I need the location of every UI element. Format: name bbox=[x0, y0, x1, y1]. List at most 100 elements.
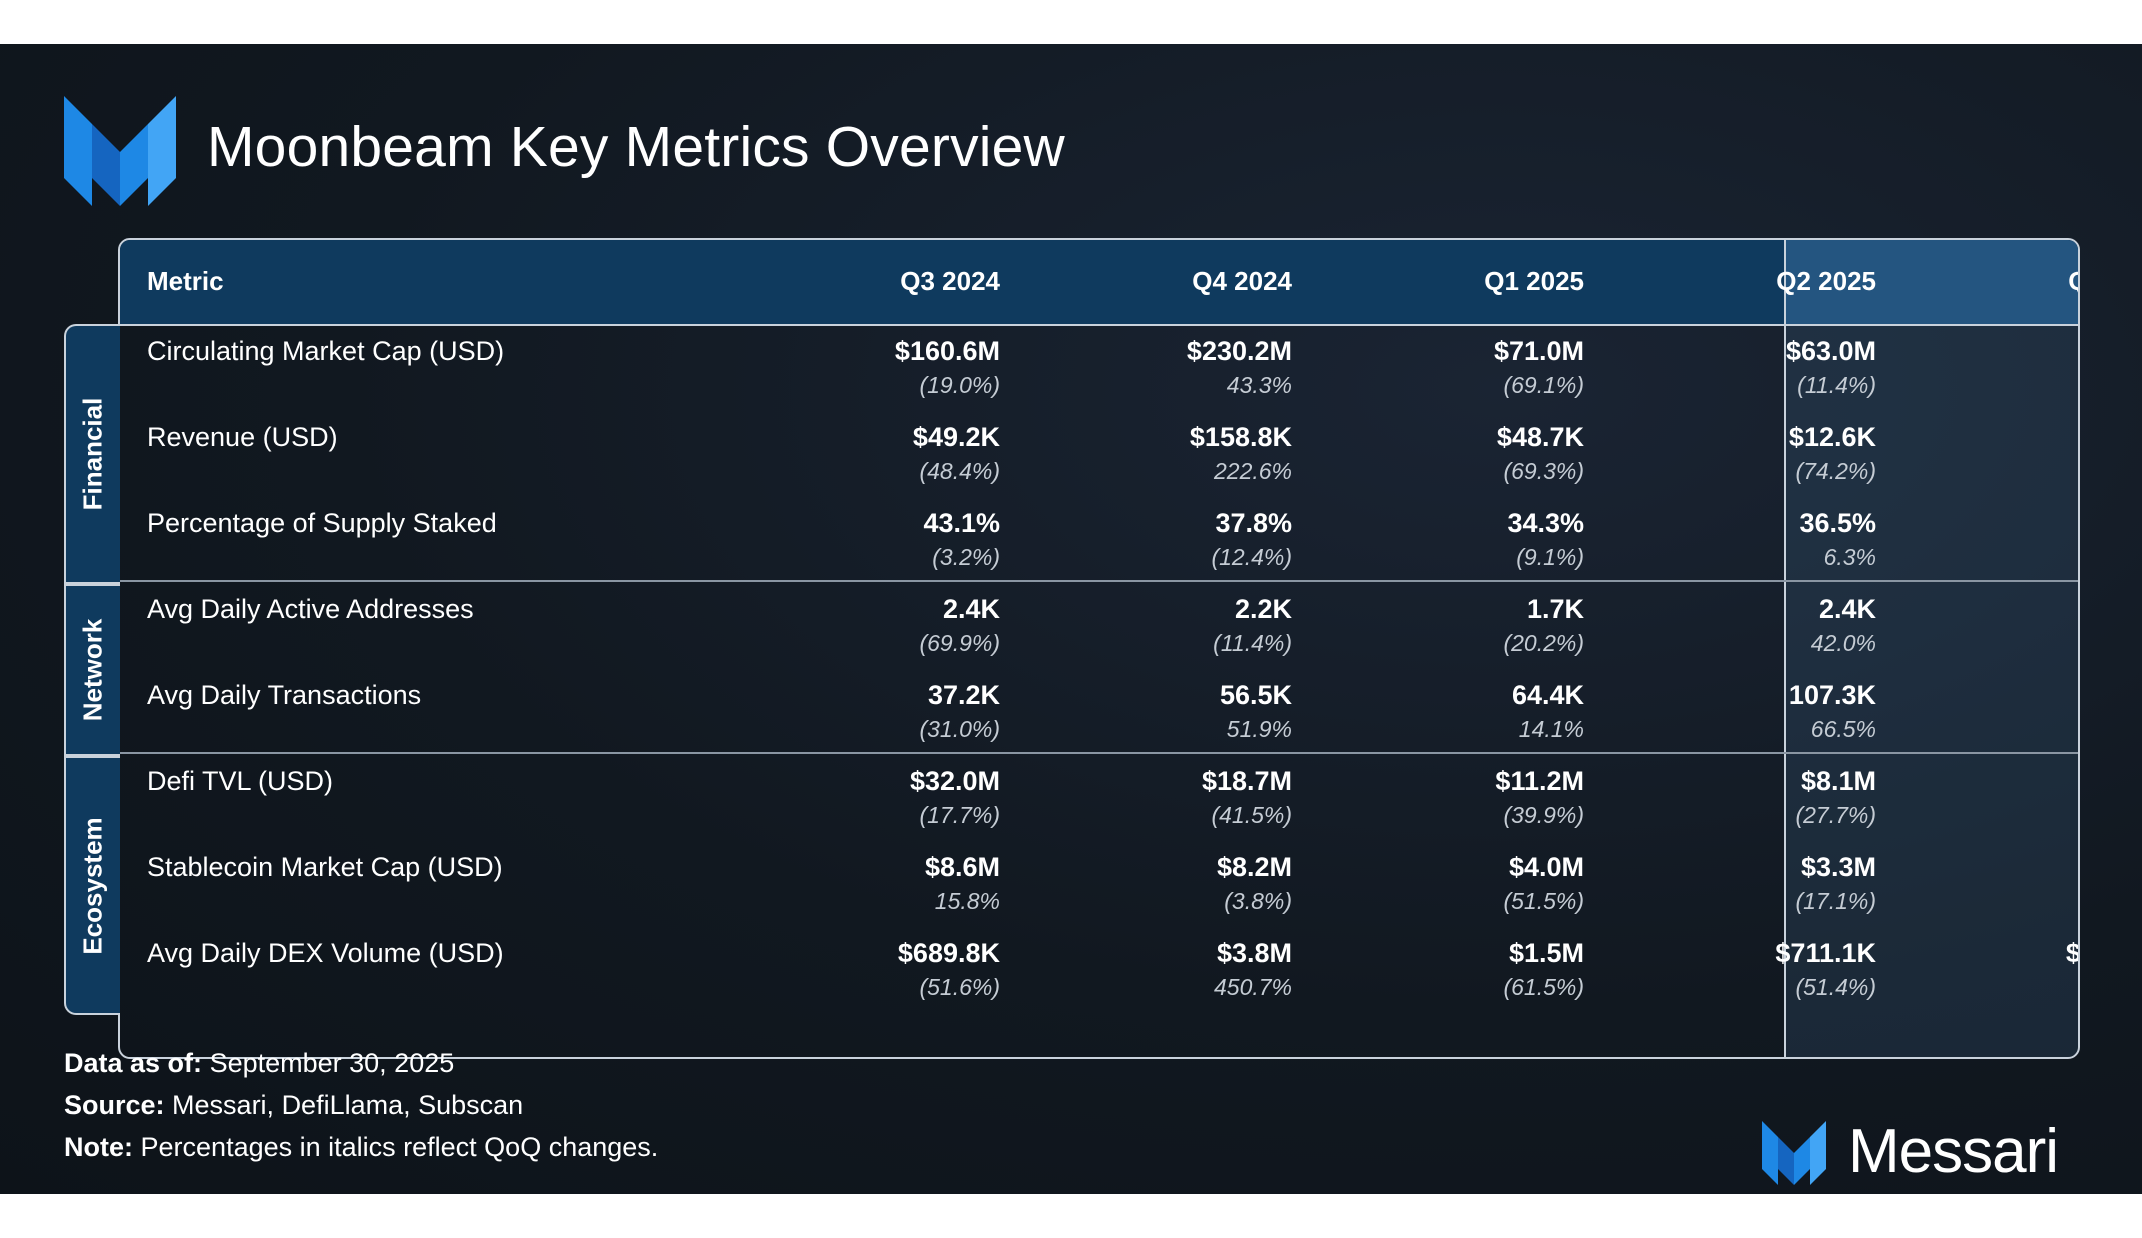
qoq-change: (51.4%) bbox=[1795, 974, 1876, 1000]
table-row: Defi TVL (USD) $32.0M (17.7%) $18.7M (41.5%)… bbox=[120, 756, 2078, 842]
qoq-change: (51.5%) bbox=[1503, 888, 1584, 914]
metric-value: $63.0M bbox=[1785, 336, 1876, 366]
metric-value: $711.1K bbox=[1775, 938, 1876, 968]
metric-value: $3.3M bbox=[1800, 852, 1876, 882]
metric-value: $230.2M bbox=[1186, 336, 1292, 366]
footer-value: September 30, 2025 bbox=[209, 1048, 455, 1078]
column-header-metric: Metric bbox=[147, 266, 224, 296]
footer-label: Note: bbox=[64, 1132, 133, 1162]
table-row: Avg Daily Transactions 37.2K (31.0%) 56.5K 5… bbox=[120, 670, 2078, 756]
column-divider bbox=[1784, 240, 1786, 1057]
qoq-change: (11.4%) bbox=[1797, 372, 1876, 398]
qoq-change: (31.0%) bbox=[919, 716, 1000, 742]
qoq-change: (27.7%) bbox=[1795, 802, 1876, 828]
highlight-column bbox=[1786, 240, 2078, 1057]
table-row: Circulating Market Cap (USD) $160.6M (19.0… bbox=[120, 326, 2078, 412]
section-divider bbox=[120, 580, 2078, 582]
metric-value: $48.7K bbox=[1496, 422, 1584, 452]
category-ecosystem: Ecosystem bbox=[64, 756, 120, 1015]
metric-value: $5.0K bbox=[1968, 422, 2078, 453]
qoq-change: 51.9% bbox=[1226, 716, 1292, 742]
qoq-change: (74.2%) bbox=[1795, 458, 1876, 484]
qoq-change: (41.4%) bbox=[1968, 630, 2078, 657]
metric-value: 33.1% bbox=[1968, 508, 2078, 539]
qoq-change: (60.6%) bbox=[1968, 458, 2078, 485]
metric-value: 34.3% bbox=[1507, 508, 1584, 538]
qoq-change: (8.5%) bbox=[1968, 372, 2078, 399]
metric-value: $840.8K bbox=[2065, 938, 2080, 968]
metrics-table: Metric Q3 2024 Q4 2024 Q1 2025 Q2 2025 Q… bbox=[118, 238, 2080, 1059]
table-header bbox=[120, 240, 2078, 326]
qoq-change: (9.4%) bbox=[1968, 544, 2078, 571]
qoq-change: (19.0%) bbox=[919, 372, 1000, 398]
metric-value: $158.8K bbox=[1189, 422, 1292, 452]
qoq-change: 3.7% bbox=[1968, 802, 2078, 829]
metric-value: 1.4K bbox=[1968, 594, 2078, 625]
metric-value: 104.0K bbox=[1968, 680, 2078, 711]
infographic-panel: Moonbeam Key Metrics Overview Metric Q3 … bbox=[0, 44, 2142, 1194]
metric-value: $160.6M bbox=[894, 336, 1000, 366]
qoq-change: (16.1%) bbox=[1968, 888, 2078, 915]
metric-value: $689.8K bbox=[897, 938, 1000, 968]
qoq-change: 42.0% bbox=[1810, 630, 1876, 656]
metric-value: 43.1% bbox=[923, 508, 1000, 538]
footer-source: Source: Messari, DefiLlama, Subscan bbox=[64, 1090, 523, 1121]
metric-value: 36.5% bbox=[1799, 508, 1876, 538]
qoq-change: (3.2%) bbox=[932, 544, 1000, 570]
metric-value: $8.6M bbox=[924, 852, 1000, 882]
column-header-q2-2025: Q2 2025 bbox=[1776, 266, 1876, 296]
qoq-change: 43.3% bbox=[1226, 372, 1292, 398]
column-header-q4-2024: Q4 2024 bbox=[1192, 266, 1292, 296]
qoq-change: (41.5%) bbox=[1211, 802, 1292, 828]
metric-value: $18.7M bbox=[1201, 766, 1292, 796]
qoq-change: (9.1%) bbox=[1516, 544, 1584, 570]
footer-label: Data as of: bbox=[64, 1048, 203, 1078]
qoq-change: (69.1%) bbox=[1503, 372, 1584, 398]
metric-name: Avg Daily Transactions bbox=[147, 680, 422, 710]
qoq-change: (39.9%) bbox=[1503, 802, 1584, 828]
metric-value: $1.5M bbox=[1508, 938, 1584, 968]
section-divider bbox=[120, 752, 2078, 754]
category-financial: Financial bbox=[64, 324, 120, 584]
metric-value: $32.0M bbox=[909, 766, 1000, 796]
category-label: Ecosystem bbox=[77, 816, 108, 955]
metric-value: 107.3K bbox=[1788, 680, 1876, 710]
page-title: Moonbeam Key Metrics Overview bbox=[207, 115, 1065, 179]
qoq-change: 66.5% bbox=[1810, 716, 1876, 742]
footer-data-as-of: Data as of: September 30, 2025 bbox=[64, 1048, 454, 1079]
metric-value: 2.4K bbox=[942, 594, 1000, 624]
qoq-change: 6.3% bbox=[1823, 544, 1876, 570]
metric-value: $4.0M bbox=[1508, 852, 1584, 882]
metric-value: $8.2M bbox=[1216, 852, 1292, 882]
column-header-q3-2025: Q3 2025 bbox=[1968, 266, 2078, 297]
qoq-change: (61.5%) bbox=[1503, 974, 1584, 1000]
metric-value: $71.0M bbox=[1493, 336, 1584, 366]
category-network: Network bbox=[64, 584, 120, 756]
messari-logo-icon bbox=[1762, 1121, 1826, 1185]
column-header-q3-2024: Q3 2024 bbox=[900, 266, 1000, 296]
qoq-change: (17.1%) bbox=[1795, 888, 1876, 914]
qoq-change: (11.4%) bbox=[1213, 630, 1292, 656]
metric-value: $2.8M bbox=[1968, 852, 2078, 883]
metric-value: 64.4K bbox=[1511, 680, 1584, 710]
footer-note: Note: Percentages in italics reflect QoQ… bbox=[64, 1132, 658, 1163]
metric-name: Avg Daily Active Addresses bbox=[147, 594, 474, 624]
metric-name: Circulating Market Cap (USD) bbox=[147, 336, 505, 366]
qoq-change: 14.1% bbox=[1518, 716, 1584, 742]
metric-value: 37.8% bbox=[1215, 508, 1292, 538]
qoq-change: (12.4%) bbox=[1211, 544, 1292, 570]
qoq-change: (3.0%) bbox=[1968, 716, 2078, 743]
metric-name: Stablecoin Market Cap (USD) bbox=[147, 852, 503, 882]
metric-value: $12.6K bbox=[1788, 422, 1876, 452]
qoq-change: 222.6% bbox=[1213, 458, 1292, 484]
metric-value: 2.4K bbox=[1818, 594, 1876, 624]
column-header-q1-2025: Q1 2025 bbox=[1484, 266, 1584, 296]
table-row: Avg Daily Active Addresses 2.4K (69.9%) 2.2… bbox=[120, 584, 2078, 670]
metric-value: 37.2K bbox=[927, 680, 1000, 710]
metric-value: 56.5K bbox=[1219, 680, 1292, 710]
table-row: Avg Daily DEX Volume (USD) $689.8K (51.6%)… bbox=[120, 928, 2078, 1014]
qoq-change: (69.9%) bbox=[919, 630, 1000, 656]
qoq-change: (51.6%) bbox=[919, 974, 1000, 1000]
metric-value: $3.8M bbox=[1216, 938, 1292, 968]
metric-value: 1.7K bbox=[1526, 594, 1584, 624]
